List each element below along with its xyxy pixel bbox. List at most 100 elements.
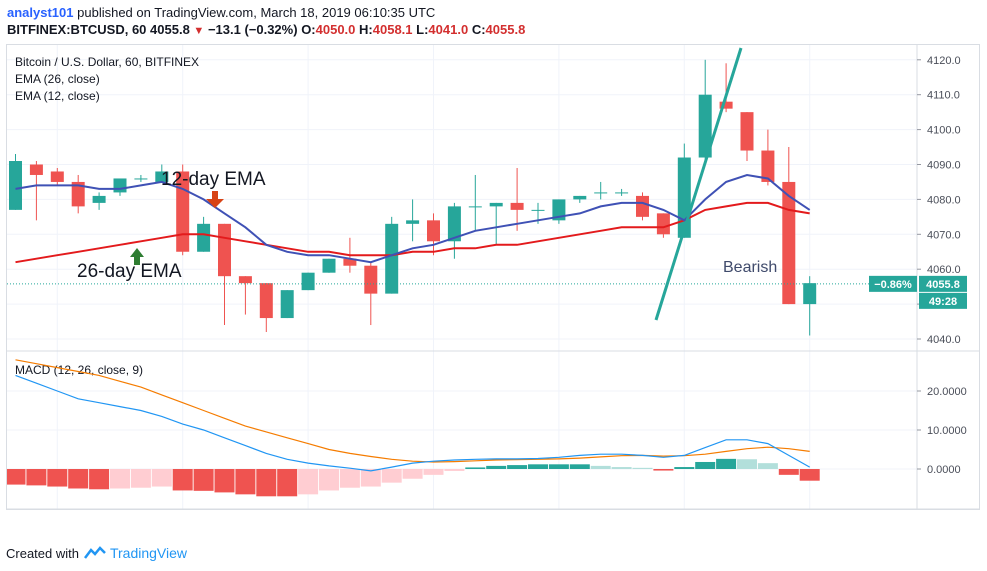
footer: Created with TradingView (6, 545, 187, 561)
down-triangle-icon: ▼ (193, 25, 205, 37)
macd-histogram-bar (319, 469, 339, 491)
macd-histogram-bar (778, 469, 799, 475)
candle-down (259, 283, 273, 319)
macd-line (15, 374, 810, 472)
macd-axis[interactable]: 20.0000 10.0000 0.0000 (917, 386, 967, 476)
macd-histogram-bar (507, 465, 528, 469)
macd-pane[interactable]: MACD (12, 26, close, 9) (7, 359, 820, 497)
countdown-label: 49:28 (929, 296, 957, 308)
macd-histogram-bar (695, 461, 716, 469)
macd-histogram-bar (7, 469, 26, 485)
macd-pane-title: MACD (12, 26, close, 9) (15, 363, 143, 377)
macd-histogram-bar (151, 469, 172, 487)
candle-down (71, 181, 85, 207)
candle-down (29, 164, 43, 175)
candle-down (364, 265, 378, 294)
candle-up (322, 258, 336, 273)
ema26-legend: EMA (26, close) (15, 72, 100, 86)
price-tick-label: 4060.0 (927, 264, 961, 276)
open-value: 4050.0 (315, 22, 356, 37)
candle-down (656, 213, 670, 235)
high-label: H: (359, 22, 373, 37)
macd-histogram-bar (716, 458, 737, 469)
price-tick-label: 4070.0 (927, 229, 961, 241)
change-percent-label: −0.86% (874, 279, 912, 291)
candle-up (573, 195, 587, 200)
tradingview-logo-icon (83, 546, 106, 559)
candle-up (698, 94, 712, 158)
macd-histogram-bar (130, 469, 151, 488)
candle-up (92, 195, 106, 203)
price-tick-label: 4110.0 (927, 90, 960, 102)
macd-histogram-bar (402, 469, 423, 479)
high-value: 4058.1 (372, 22, 413, 37)
macd-histogram-bar (611, 467, 632, 469)
macd-tick-label: 10.0000 (927, 425, 967, 437)
candle-up (552, 199, 566, 221)
macd-tick-label: 0.0000 (927, 464, 961, 476)
author-link[interactable]: analyst101 (7, 5, 74, 20)
price-tick-label: 4040.0 (927, 334, 961, 346)
trendline[interactable] (654, 47, 743, 321)
candle-down (510, 202, 524, 210)
green-up-arrow-icon (130, 248, 144, 265)
ema12-annotation: 12-day EMA (161, 169, 266, 190)
ema26-line (15, 201, 810, 264)
macd-histogram-bar (298, 469, 319, 495)
candle-down (782, 181, 796, 305)
price-pane[interactable]: Bitcoin / U.S. Dollar, 60, BITFINEX EMA … (7, 47, 917, 336)
macd-histogram-bar (590, 465, 611, 469)
low-value: 4041.0 (428, 22, 469, 37)
candle-up (280, 290, 294, 319)
candles (9, 59, 817, 336)
candle-up (197, 223, 211, 252)
ema12-line (15, 173, 811, 264)
candle-up (468, 206, 482, 208)
candle-down (218, 223, 231, 277)
bearish-annotation: Bearish (723, 259, 777, 276)
macd-histogram-bar (235, 469, 256, 495)
candle-down (636, 195, 649, 217)
close-label: C: (471, 22, 486, 37)
candle-down (740, 112, 754, 151)
macd-histogram-bar (256, 469, 277, 497)
publish-line: analyst101 published on TradingView.com,… (7, 5, 435, 20)
close-value: 4055.8 (485, 22, 526, 37)
macd-histogram-bar (757, 463, 778, 469)
price-pane-title: Bitcoin / U.S. Dollar, 60, BITFINEX (15, 55, 199, 69)
axis-value-labels: −0.86% 4055.8 49:28 (869, 275, 967, 309)
candle-up (594, 192, 608, 194)
macd-histogram-bar (569, 464, 590, 469)
candle-up (113, 178, 127, 193)
price-change: −13.1 (−0.32%) (207, 22, 298, 37)
macd-histogram-bar (548, 464, 569, 469)
macd-histogram-bar (26, 469, 47, 486)
last-price-label: 4055.8 (926, 279, 960, 291)
macd-histogram-bar (360, 469, 381, 487)
candle-up (385, 223, 399, 294)
candle-down (761, 150, 775, 182)
macd-histogram-bar (89, 469, 110, 490)
macd-histogram-bar (528, 464, 548, 469)
candle-up (301, 272, 315, 291)
macd-histogram-bar (277, 469, 298, 497)
macd-histogram-bar (172, 469, 193, 491)
price-tick-label: 4100.0 (927, 125, 961, 137)
price-tick-label: 4120.0 (927, 55, 961, 67)
macd-histogram-bar (339, 469, 360, 488)
countdown-box (919, 292, 967, 309)
created-with-text: Created with (6, 545, 79, 561)
macd-histogram-bar (193, 469, 214, 491)
macd-histogram-bar (632, 467, 653, 469)
ema-lines (15, 173, 811, 264)
price-tick-label: 4080.0 (927, 194, 961, 206)
candle-up (9, 161, 22, 210)
chart-frame[interactable]: Bitcoin / U.S. Dollar, 60, BITFINEX EMA … (6, 44, 980, 510)
macd-histogram-bar (47, 469, 68, 487)
candle-down (50, 171, 64, 182)
macd-histogram-bar (444, 469, 465, 471)
tradingview-brand[interactable]: TradingView (109, 545, 188, 561)
chart-canvas[interactable]: Bitcoin / U.S. Dollar, 60, BITFINEX EMA … (7, 45, 979, 509)
macd-histogram-bar (674, 467, 695, 469)
macd-histogram-bar (465, 467, 486, 469)
